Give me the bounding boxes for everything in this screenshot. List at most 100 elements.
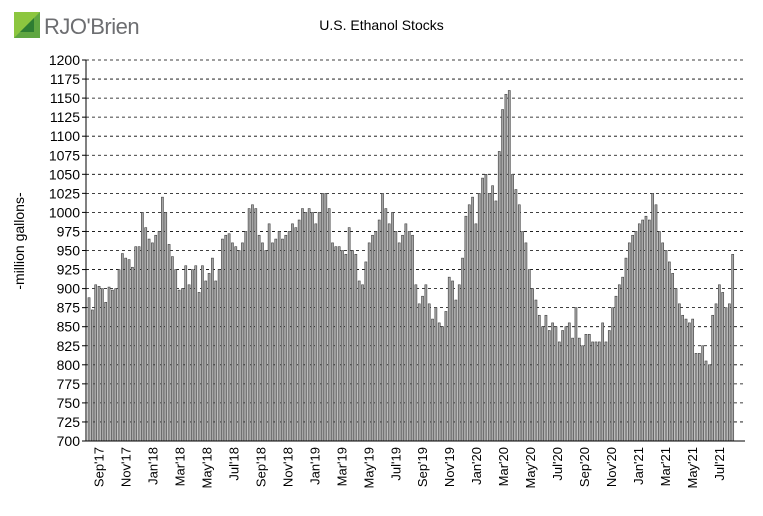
bar <box>314 223 318 442</box>
bar <box>647 219 651 442</box>
y-tick-label: 1150 <box>50 90 80 106</box>
bar <box>641 219 644 442</box>
bar <box>211 257 214 442</box>
bar <box>534 299 538 442</box>
bar <box>347 227 351 442</box>
bar <box>681 314 685 442</box>
x-tick-label: Nov'18 <box>280 447 295 487</box>
x-tick-label: May'21 <box>685 447 700 489</box>
bar <box>651 193 654 442</box>
bar <box>184 265 188 442</box>
bar <box>467 204 471 442</box>
y-tick-label: 900 <box>57 281 81 297</box>
bar <box>564 326 568 442</box>
bar <box>181 288 184 442</box>
bar <box>667 261 671 442</box>
bar <box>547 330 551 442</box>
bar <box>271 242 274 442</box>
x-tick-label: Nov'19 <box>442 447 457 487</box>
bar <box>387 223 391 442</box>
bar <box>241 242 244 442</box>
axes <box>85 60 745 442</box>
bar <box>261 242 264 442</box>
bar <box>597 341 601 442</box>
bar <box>721 292 725 442</box>
bar <box>254 208 258 442</box>
bar <box>251 204 254 442</box>
y-tick-label: 1050 <box>49 166 80 182</box>
y-tick-label: 1175 <box>50 71 80 87</box>
bar <box>437 322 441 442</box>
bar <box>107 286 111 442</box>
bar <box>207 273 211 442</box>
x-tick-label: Jul'19 <box>388 447 403 481</box>
bar <box>511 174 514 442</box>
bar <box>357 280 361 442</box>
bar <box>491 185 494 442</box>
y-tick-label: 800 <box>57 357 81 373</box>
bar <box>307 208 311 442</box>
bar <box>688 322 691 442</box>
bar <box>267 223 271 442</box>
bar <box>341 250 344 442</box>
bar <box>584 334 588 442</box>
bar <box>277 231 281 442</box>
bar <box>691 318 695 442</box>
bar <box>177 289 181 442</box>
bar <box>417 303 421 442</box>
x-tick-label: Jul'20 <box>550 447 565 481</box>
bar <box>621 276 624 442</box>
x-tick-label: Nov'20 <box>604 447 619 487</box>
bar <box>321 193 324 442</box>
bar <box>121 253 124 442</box>
bar <box>704 360 708 442</box>
x-tick-label: Sep'17 <box>92 447 107 487</box>
bar <box>264 250 268 442</box>
y-tick-label: 850 <box>57 319 81 335</box>
bar <box>224 234 228 442</box>
bar <box>111 289 114 442</box>
bar <box>644 215 648 442</box>
bar <box>484 174 488 442</box>
y-tick-label: 700 <box>57 433 81 449</box>
bar <box>407 231 411 442</box>
y-tick-label: 925 <box>57 262 81 278</box>
bar <box>527 269 531 442</box>
bar <box>161 196 164 442</box>
bar <box>571 337 574 442</box>
bar <box>137 246 141 442</box>
bar <box>397 242 401 442</box>
bar <box>231 242 234 442</box>
bar <box>124 257 128 442</box>
bar <box>361 284 364 442</box>
bar <box>674 288 678 442</box>
bar <box>97 286 101 442</box>
bar <box>521 231 524 442</box>
bar <box>718 284 721 442</box>
bar <box>711 314 715 442</box>
rjobrien-logo-text: RJO'Brien <box>44 14 140 39</box>
bar <box>304 212 308 442</box>
bar <box>284 234 288 442</box>
y-tick-label: 1025 <box>49 185 80 201</box>
bar <box>411 234 414 442</box>
bar <box>287 231 291 442</box>
bar <box>201 265 204 442</box>
bar <box>164 212 168 442</box>
y-tick-label: 1000 <box>49 204 80 220</box>
bar <box>447 276 451 442</box>
bar <box>421 295 424 442</box>
bar <box>627 242 631 442</box>
bar <box>661 242 665 442</box>
bar <box>237 250 241 442</box>
bar <box>517 204 521 442</box>
bar <box>664 250 668 442</box>
bar <box>537 314 541 442</box>
bar <box>431 318 434 442</box>
bar <box>474 223 478 442</box>
x-tick-label: Jul'18 <box>227 447 242 481</box>
y-tick-label: 1100 <box>50 128 80 144</box>
bar <box>174 269 178 442</box>
bar <box>477 193 481 442</box>
